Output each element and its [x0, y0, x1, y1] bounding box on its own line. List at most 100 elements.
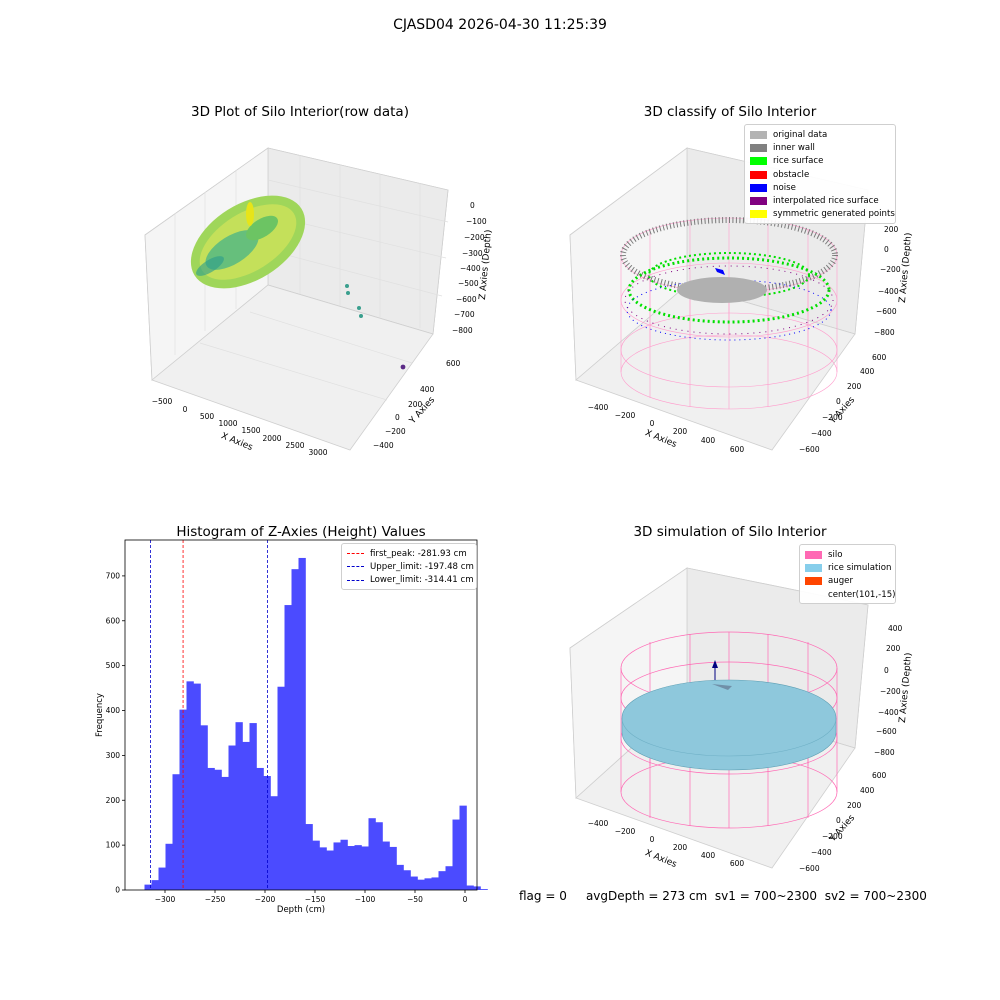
histogram-bar	[284, 605, 292, 890]
raw-xtick: 0	[183, 405, 188, 414]
legend-item: obstacle	[750, 168, 889, 181]
simulation-ztick: −800	[874, 748, 895, 757]
histogram-bar	[431, 877, 439, 890]
simulation-ztick: −400	[878, 708, 899, 717]
histogram-bar	[305, 824, 313, 890]
simulation-z-ticks: 400 200 0 −200 −400 −600 −800	[874, 624, 903, 757]
histogram-bar	[263, 776, 271, 890]
raw-ytick: −200	[385, 427, 406, 436]
simulation-ztick: −600	[876, 727, 897, 736]
legend-swatch	[750, 157, 767, 166]
classify-interpolated	[624, 265, 834, 335]
histogram-bar	[438, 871, 446, 890]
legend-swatch	[750, 143, 767, 152]
simulation-ytick: 400	[860, 786, 875, 795]
histogram-bar	[361, 846, 369, 890]
histogram-bar	[382, 841, 390, 890]
histogram-bar	[144, 884, 152, 890]
legend-item: symmetric generated points	[750, 208, 895, 221]
legend-label: first_peak: -281.93 cm	[370, 548, 467, 559]
raw-ztick: −400	[460, 264, 481, 273]
classify-xtick: 0	[650, 419, 655, 428]
raw-ytick: 200	[408, 400, 423, 409]
classify-ztick: −800	[874, 328, 895, 337]
simulation-x-ticks: −400 −200 0 200 400 600	[588, 819, 745, 868]
raw-outlier-point	[400, 364, 406, 370]
histogram-xtick-label: −250	[205, 895, 226, 904]
classify-ytick: −400	[811, 429, 832, 438]
raw-ytick: 600	[446, 359, 461, 368]
legend-item: silo	[805, 548, 889, 561]
legend-item: rice simulation	[805, 561, 891, 574]
simulation-ztick: 200	[886, 644, 901, 653]
legend-item: center(101,-15)	[805, 588, 896, 601]
status-sv1: sv1 = 700~2300	[714, 889, 818, 903]
classify-z-ticks: 200 0 −200 −400 −600 −800	[874, 225, 901, 337]
histogram-bar	[319, 847, 327, 890]
raw-xtick: 2000	[262, 434, 281, 443]
legend-item: auger	[805, 575, 889, 588]
legend-label: symmetric generated points	[773, 209, 895, 220]
legend-item: first_peak: -281.93 cm	[347, 547, 470, 560]
raw-floor-pane	[151, 284, 434, 451]
histogram-ytick-label: 300	[106, 751, 121, 760]
figure-title: CJASD04 2026-04-30 11:25:39	[393, 17, 607, 33]
legend-label: obstacle	[773, 169, 810, 180]
simulation-ztick: −200	[880, 687, 901, 696]
histogram-bar	[452, 819, 460, 890]
histogram-ytick-label: 400	[106, 706, 121, 715]
legend-swatch	[750, 130, 767, 139]
raw-3d-plot: −500 0 500 1000 1500 2000 2500 3000 X Ax…	[144, 147, 494, 457]
histogram-bar	[256, 767, 264, 890]
classify-original-data	[677, 277, 767, 303]
histogram-ytick-label: 100	[106, 841, 121, 850]
histogram-bar	[270, 796, 278, 890]
histogram-bar	[214, 769, 222, 890]
classify-xtick: 400	[701, 436, 716, 445]
histogram-xtick-label: −200	[255, 895, 276, 904]
histogram-ytick-label: 200	[106, 796, 121, 805]
raw-ztick: −100	[466, 217, 487, 226]
legend-label: center(101,-15)	[828, 589, 896, 600]
histogram-bar	[424, 878, 432, 890]
simulation-xtick: 600	[730, 859, 745, 868]
classify-ytick: 0	[836, 397, 841, 406]
histogram-bar	[333, 842, 341, 890]
raw-xtick: 1000	[218, 419, 237, 428]
legend-item: Upper_limit: -197.48 cm	[347, 560, 474, 573]
simulation-xtick: −200	[615, 827, 636, 836]
histogram-bar	[165, 843, 173, 890]
raw-ztick: −200	[464, 233, 485, 242]
histogram-xtick-label: −300	[155, 895, 176, 904]
classify-3d-plot: −400 −200 0 200 400 600 X Axies 600 400 …	[569, 147, 914, 454]
simulation-ytick: −600	[799, 864, 820, 873]
histogram-bar	[207, 767, 215, 890]
classify-point-cloud	[620, 217, 838, 341]
histogram-bar	[459, 805, 467, 890]
classify-ztick: −600	[876, 307, 897, 316]
legend-item: noise	[750, 181, 889, 194]
histogram-ylabel: Frequency	[95, 693, 105, 737]
legend-label: rice surface	[773, 156, 824, 167]
simulation-xtick: 0	[650, 835, 655, 844]
histogram-bar	[228, 745, 236, 890]
legend-item: original data	[750, 128, 889, 141]
histogram-bar	[200, 725, 208, 890]
simulation-xtick: 200	[673, 843, 688, 852]
histogram-bar	[235, 722, 243, 890]
legend-swatch	[750, 170, 767, 179]
histogram-bar	[298, 557, 306, 890]
raw-y-ticks: 600 400 200 0 −200 −400	[373, 359, 461, 450]
classify-plot-title: 3D classify of Silo Interior	[643, 104, 817, 120]
raw-ytick: 0	[395, 413, 400, 422]
legend-item: Lower_limit: -314.41 cm	[347, 574, 474, 587]
histogram-bar	[221, 776, 229, 890]
raw-z-ticks: 0 −100 −200 −300 −400 −500 −600 −700 −80…	[452, 201, 487, 335]
histogram-bar	[277, 686, 285, 890]
status-avg-depth: avgDepth = 273 cm	[585, 889, 708, 903]
simulation-xtick: −400	[588, 819, 609, 828]
simulation-ytick: 200	[847, 801, 862, 810]
classify-y-ticks: 600 400 200 0 −200 −400 −600	[799, 353, 887, 454]
histogram-legend: first_peak: -281.93 cm Upper_limit: -197…	[341, 543, 477, 590]
histogram-xtick-label: −100	[355, 895, 376, 904]
